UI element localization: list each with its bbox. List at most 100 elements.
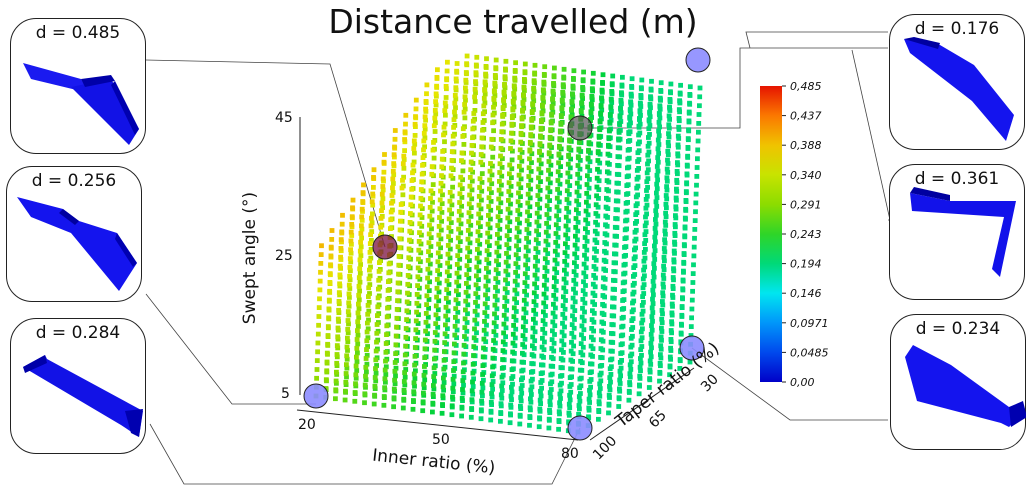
data-point [654, 186, 660, 192]
data-point [403, 112, 409, 118]
data-point [502, 82, 507, 87]
data-point [521, 297, 527, 303]
data-point [493, 285, 498, 290]
data-point [599, 95, 604, 101]
data-point [507, 171, 512, 177]
data-point [517, 163, 522, 169]
data-point [675, 160, 680, 165]
data-point [641, 258, 647, 264]
data-point [464, 320, 470, 325]
data-point [581, 261, 587, 267]
data-point [319, 243, 324, 249]
data-point [347, 265, 353, 270]
data-point [566, 200, 572, 206]
data-point [374, 363, 379, 368]
data-point [450, 385, 456, 391]
data-point [692, 218, 698, 223]
data-point [406, 264, 411, 269]
data-point [458, 221, 464, 227]
data-point [452, 114, 458, 119]
data-point [352, 390, 358, 395]
data-point [587, 392, 593, 398]
data-point [464, 61, 469, 67]
data-point [325, 324, 331, 329]
data-point [695, 147, 701, 153]
data-point [508, 138, 514, 144]
data-point [513, 261, 519, 266]
data-point [523, 262, 528, 268]
data-point [434, 83, 439, 89]
data-point [655, 159, 661, 165]
data-point [371, 167, 377, 173]
data-point [650, 301, 656, 306]
data-point [654, 181, 660, 187]
data-point [416, 303, 422, 309]
data-point [687, 359, 693, 365]
data-point [423, 117, 428, 123]
data-point [691, 244, 697, 250]
data-point [586, 140, 592, 145]
data-point [429, 171, 435, 177]
data-point [575, 171, 581, 177]
data-point [337, 281, 342, 287]
data-point [356, 301, 361, 307]
data-point [470, 135, 475, 141]
data-point [450, 376, 456, 382]
data-point [505, 224, 510, 230]
data-point [486, 204, 492, 209]
data-point [478, 224, 483, 229]
data-point [465, 254, 470, 260]
data-point [366, 285, 372, 291]
data-point [582, 300, 588, 306]
data-point [443, 112, 448, 118]
data-point [599, 107, 605, 113]
data-point [481, 345, 486, 351]
data-point [684, 162, 690, 168]
data-point [538, 401, 543, 406]
data-point [493, 57, 499, 63]
data-point [435, 67, 440, 73]
data-point [660, 272, 666, 278]
data-point [628, 111, 634, 117]
data-point [416, 256, 421, 262]
data-point [553, 296, 559, 302]
data-point [439, 164, 445, 170]
data-point [652, 257, 658, 262]
data-point [500, 156, 505, 161]
data-point [655, 168, 661, 174]
data-point [453, 85, 459, 91]
data-point [370, 191, 376, 197]
data-point [391, 172, 397, 178]
data-point [462, 106, 468, 112]
data-point [546, 224, 551, 230]
data-point [442, 331, 448, 337]
data-point [428, 244, 434, 249]
data-point [508, 402, 514, 408]
data-point [655, 155, 661, 160]
data-point [367, 241, 373, 246]
data-point [620, 298, 625, 303]
data-point [566, 192, 572, 197]
data-point [595, 149, 601, 154]
data-point [355, 350, 360, 356]
data-point [475, 286, 481, 291]
data-point [498, 401, 504, 407]
data-point [491, 128, 496, 134]
data-point [531, 98, 537, 104]
data-point [620, 280, 626, 286]
data-point [421, 381, 427, 387]
data-point [553, 222, 559, 228]
data-point [658, 355, 664, 361]
data-point [514, 300, 519, 305]
data-point [550, 88, 556, 94]
data-point [571, 269, 577, 274]
data-point [488, 399, 494, 405]
data-point [482, 319, 487, 324]
data-point [434, 332, 440, 338]
data-point [640, 308, 646, 314]
data-point [646, 149, 652, 155]
data-point [491, 320, 497, 326]
data-point [634, 185, 640, 191]
data-point [362, 391, 368, 397]
data-point [559, 329, 565, 335]
